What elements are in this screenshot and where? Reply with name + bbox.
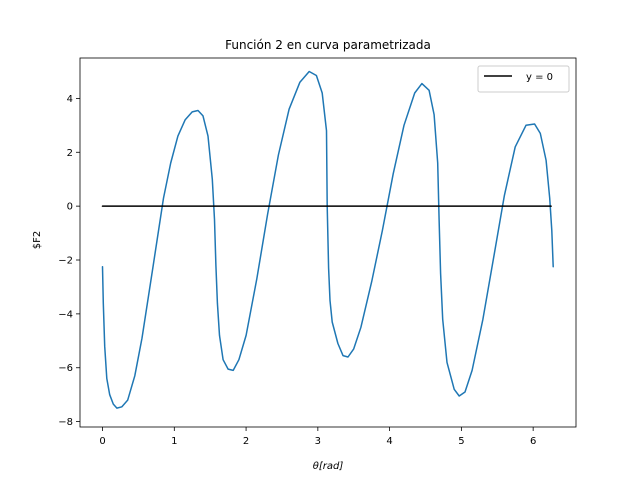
y-tick-label: −8: [58, 417, 73, 428]
plot-area: [101, 70, 554, 409]
legend-entry-label: y = 0: [526, 72, 553, 83]
x-tick-label: 4: [386, 436, 392, 447]
y-tick-label: 2: [67, 148, 73, 159]
y-tick-label: −4: [58, 309, 73, 320]
legend-box: [477, 65, 570, 93]
y-tick-label: −2: [58, 256, 73, 267]
x-tick-label: 3: [315, 436, 321, 447]
y-tick-label: 4: [67, 94, 73, 105]
axes-frame: [79, 57, 577, 428]
y-axis-label: $F2: [32, 231, 43, 249]
x-tick-label: 0: [99, 436, 105, 447]
x-tick-label: 5: [458, 436, 464, 447]
legend: y = 0: [477, 65, 570, 93]
x-axis-label: θ[rad]: [313, 461, 344, 472]
chart-title: Función 2 en curva parametrizada: [225, 38, 431, 52]
x-tick-label: 1: [171, 436, 177, 447]
y-tick-label: 0: [67, 202, 73, 213]
axes: 0 1 2 3 4 5 6 −8 −6 −4 −2 0 2 4: [58, 57, 577, 447]
y-tick-label: −6: [58, 363, 73, 374]
x-tick-label: 6: [530, 436, 536, 447]
series-line-f2: [101, 70, 554, 409]
x-tick-label: 2: [243, 436, 249, 447]
